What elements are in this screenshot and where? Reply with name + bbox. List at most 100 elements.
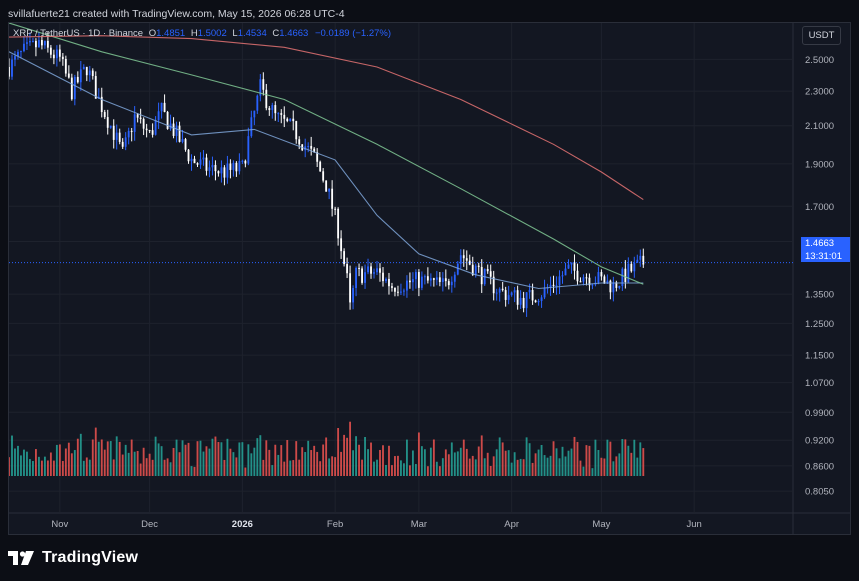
volume-bar (139, 463, 142, 476)
candle-body (232, 162, 235, 170)
volume-bar (43, 456, 46, 476)
candle-body (403, 290, 405, 292)
candle-body (205, 157, 208, 171)
volume-bar (118, 441, 121, 476)
candle-body (591, 284, 594, 286)
volume-bar (534, 453, 537, 476)
moving-average-line (9, 51, 644, 290)
volume-bar (429, 447, 432, 476)
volume-bar (181, 440, 184, 476)
candle-body (552, 284, 555, 286)
price-chart[interactable]: 2.50002.30002.10001.90001.70001.55001.35… (9, 23, 851, 535)
candle-body (14, 56, 16, 60)
y-tick-label: 2.5000 (805, 55, 834, 66)
candle-body (358, 267, 360, 269)
candle-body (606, 280, 609, 284)
volume-bar (79, 433, 82, 476)
volume-bar (495, 449, 498, 476)
x-tick-label: Nov (51, 519, 68, 530)
volume-bar (217, 442, 220, 476)
volume-bar (184, 444, 187, 476)
volume-bar (546, 457, 549, 476)
candle-body (82, 66, 85, 70)
currency-button[interactable]: USDT (802, 26, 841, 45)
volume-bar (471, 455, 474, 476)
candle-body (385, 278, 387, 282)
high-value: 1.5002 (197, 28, 227, 39)
candle-body (49, 47, 52, 55)
volume-bar (214, 436, 217, 476)
candle-body (259, 79, 262, 96)
volume-bar (157, 443, 160, 476)
volume-bar (400, 460, 402, 476)
candle-body (570, 262, 573, 265)
candle-body (624, 268, 627, 283)
candle-body (459, 255, 462, 264)
volume-bar (154, 436, 157, 476)
candle-body (202, 157, 205, 160)
volume-bar (17, 445, 19, 476)
volume-bar (46, 460, 49, 476)
candle-body (229, 163, 232, 170)
volume-bar (127, 452, 130, 476)
candle-body (130, 130, 133, 132)
candle-body (531, 289, 534, 301)
volume-bar (340, 451, 343, 476)
x-tick-label: Dec (141, 519, 158, 530)
candle-body (438, 277, 441, 283)
candle-body (160, 102, 163, 112)
candle-body (465, 258, 468, 261)
candle-body (313, 148, 316, 153)
candle-body (447, 281, 450, 286)
candle-body (208, 167, 211, 171)
x-tick-label: May (592, 519, 610, 530)
y-tick-label: 1.3500 (805, 290, 834, 301)
candle-body (534, 300, 537, 303)
volume-bar (70, 453, 73, 476)
volume-bar (256, 438, 259, 476)
volume-bar (391, 465, 393, 476)
low-value: 1.4534 (237, 28, 267, 39)
candle-body (346, 264, 349, 274)
volume-bar (408, 465, 411, 476)
volume-bar (271, 465, 274, 476)
volume-bar (34, 449, 37, 476)
candle-body (630, 263, 633, 272)
volume-bar (103, 449, 106, 476)
volume-bar (349, 421, 352, 476)
volume-bar (600, 457, 603, 476)
tradingview-logo-icon (8, 551, 34, 565)
volume-bar (64, 448, 67, 476)
volume-bar (492, 456, 495, 476)
volume-bar (11, 435, 13, 476)
candle-body (100, 96, 103, 113)
candle-body (379, 268, 381, 273)
candle-body (504, 290, 507, 300)
volume-bar (97, 441, 100, 476)
candle-body (280, 113, 283, 115)
volume-bar (124, 444, 127, 476)
volume-bar (232, 452, 235, 476)
candle-body (477, 265, 480, 267)
candle-body (298, 139, 301, 145)
volume-bar (310, 450, 313, 476)
chart-pane[interactable]: 2.50002.30002.10001.90001.70001.55001.35… (8, 22, 851, 535)
volume-bar (109, 441, 112, 476)
volume-bar (367, 449, 369, 476)
candle-body (292, 118, 295, 122)
candle-body (190, 158, 193, 162)
candle-body (262, 79, 265, 90)
volume-bar (190, 466, 193, 476)
candle-body (253, 110, 256, 118)
candle-body (67, 73, 70, 78)
candle-body (397, 291, 399, 293)
candle-body (642, 255, 645, 265)
volume-bar (510, 462, 513, 476)
volume-bar (385, 464, 387, 476)
candle-body (522, 297, 525, 309)
candle-body (408, 280, 411, 283)
candle-body (633, 262, 636, 272)
symbol-label[interactable]: XRP / TetherUS · 1D · Binance (13, 28, 144, 39)
candle-body (121, 141, 124, 147)
volume-bar (193, 466, 196, 476)
